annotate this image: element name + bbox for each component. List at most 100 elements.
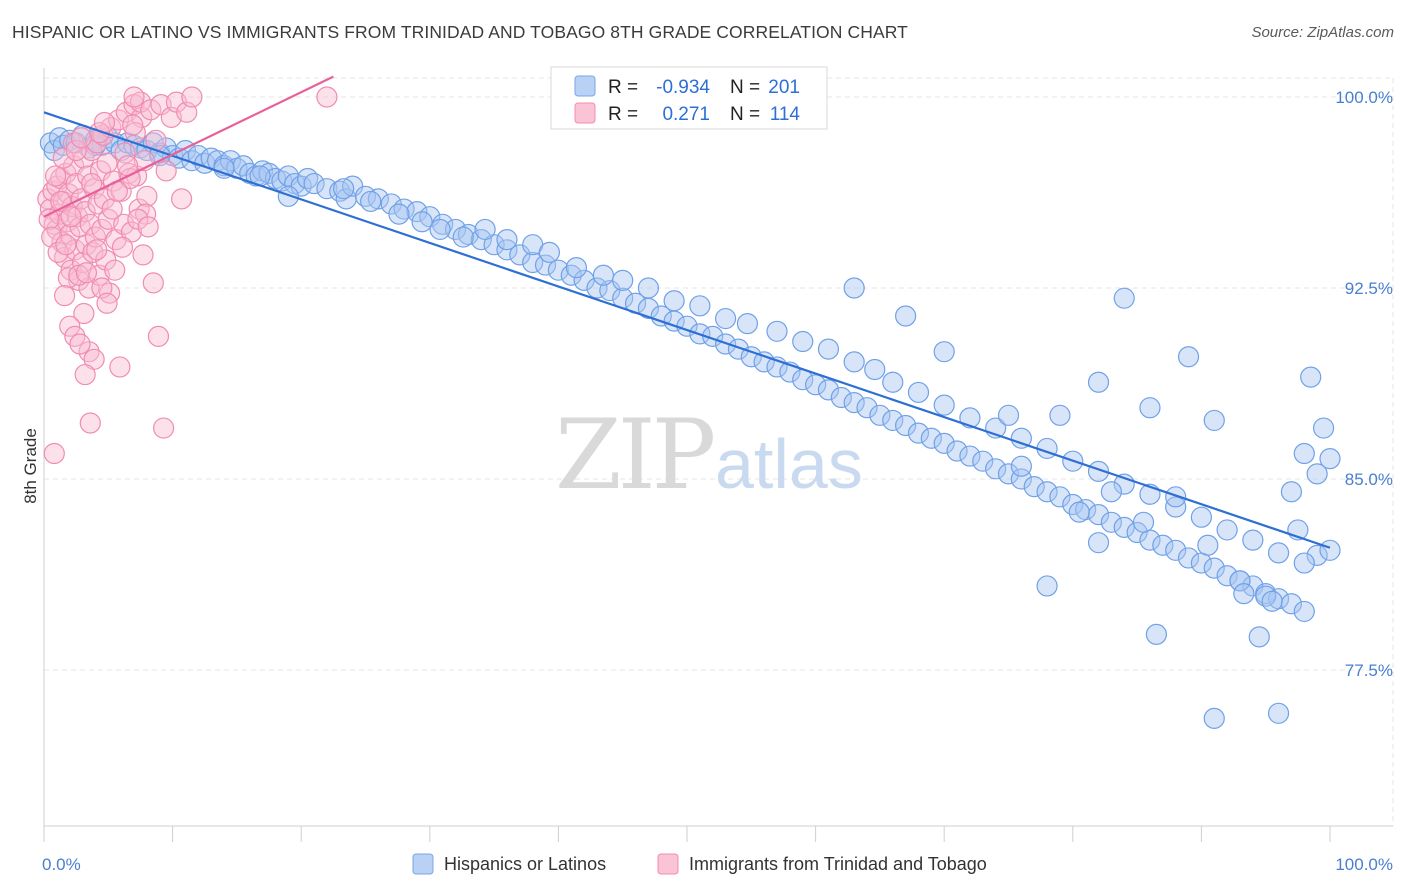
scatter-point: [1087, 371, 1110, 393]
scatter-point: [316, 86, 338, 108]
scatter-point: [1023, 476, 1045, 498]
scatter-point: [52, 147, 74, 169]
scatter-point: [101, 198, 123, 220]
series-hispanics-points: [39, 124, 1341, 729]
scatter-point: [1087, 532, 1110, 554]
scatter-point: [74, 201, 96, 223]
scatter-point: [155, 160, 177, 182]
scatter-point: [1306, 463, 1328, 485]
scatter-point: [150, 94, 172, 116]
stats-r-label-pink: R =: [608, 104, 638, 125]
scatter-point: [38, 208, 60, 230]
scatter-point: [804, 374, 827, 396]
scatter-point: [59, 315, 81, 337]
scatter-point: [406, 201, 428, 223]
scatter-point: [1216, 565, 1238, 587]
scatter-point: [817, 338, 840, 360]
stats-legend-box: R = -0.934 N = 201 R = 0.271 N = 114: [550, 66, 828, 130]
scatter-point: [997, 404, 1020, 426]
scatter-point: [68, 264, 90, 286]
scatter-point: [1087, 460, 1110, 482]
scatter-point: [882, 409, 904, 432]
scatter-point: [1049, 486, 1071, 508]
scatter-point: [316, 178, 338, 200]
scatter-point: [1306, 544, 1328, 567]
scatter-point: [181, 86, 203, 108]
scatter-point: [70, 127, 92, 149]
scatter-point: [1100, 511, 1122, 533]
scatter-point: [1139, 397, 1161, 419]
scatter-point: [1010, 468, 1032, 490]
grid: [44, 77, 1394, 826]
scatter-point: [152, 417, 175, 439]
scatter-point: [44, 165, 67, 187]
scatter-point: [73, 302, 95, 325]
scatter-point: [367, 188, 389, 210]
scatter-point: [736, 313, 759, 335]
scatter-point: [792, 330, 814, 353]
scatter-point: [972, 450, 994, 472]
scatter-point: [114, 142, 136, 164]
scatter-point: [547, 259, 570, 281]
scatter-point: [55, 234, 77, 256]
watermark: ZIP atlas: [555, 399, 863, 511]
scatter-point: [1100, 481, 1122, 503]
scatter-point: [1010, 455, 1032, 477]
scatter-point: [1190, 506, 1213, 528]
scatter-point: [474, 218, 496, 241]
scatter-point: [60, 206, 82, 228]
scatter-point: [1113, 287, 1135, 309]
scatter-point: [1248, 626, 1270, 648]
scatter-point: [104, 259, 126, 281]
scatter-point: [592, 264, 615, 286]
stats-n-label-blue: N =: [730, 77, 760, 98]
trend-lines: [43, 75, 1331, 549]
y-tick-label: 77.5%: [1345, 661, 1393, 680]
scatter-point: [864, 358, 886, 381]
scatter-point: [96, 292, 118, 314]
scatter-point: [1203, 409, 1225, 432]
bottom-legend: Hispanics or Latinos Immigrants from Tri…: [412, 853, 987, 875]
scatter-point: [74, 363, 96, 386]
scatter-point: [444, 218, 467, 241]
scatter-point: [113, 213, 135, 235]
scatter-point: [637, 277, 660, 299]
stats-r-value-blue: -0.934: [656, 77, 710, 98]
scatter-point: [47, 241, 69, 263]
legend-label-trinidad: Immigrants from Trinidad and Tobago: [689, 854, 987, 874]
scatter-point: [1165, 486, 1187, 508]
stats-swatch-pink: [574, 102, 596, 124]
scatter-point: [1293, 600, 1315, 623]
scatter-point: [895, 305, 917, 327]
scatter-point: [565, 257, 588, 279]
scatter-point: [388, 203, 410, 225]
scatter-point: [522, 251, 544, 274]
scatter-point: [727, 338, 750, 360]
y-tick-label: 85.0%: [1345, 470, 1393, 489]
scatter-point: [856, 397, 878, 419]
scatter-point: [303, 172, 325, 195]
scatter-point: [689, 295, 711, 317]
scatter-point: [843, 351, 865, 373]
scatter-point: [1293, 552, 1315, 574]
scatter-point: [137, 216, 159, 238]
scatter-point: [1319, 539, 1341, 561]
scatter-point: [86, 239, 108, 261]
scatter-point: [277, 185, 299, 207]
scatter-point: [1010, 427, 1032, 449]
stats-n-value-pink: 114: [770, 104, 801, 125]
stats-r-label-blue: R =: [608, 77, 638, 98]
y-tick-labels: 77.5% 85.0% 92.5% 100.0%: [1335, 88, 1393, 680]
scatter-point: [65, 139, 87, 162]
scatter-point: [1197, 534, 1219, 556]
scatter-point: [650, 305, 672, 327]
scatter-point: [1233, 582, 1255, 605]
scatter-point: [79, 412, 101, 434]
scatter-point: [1319, 448, 1341, 470]
scatter-point: [1068, 501, 1090, 523]
scatter-point: [766, 320, 788, 342]
scatter-point: [933, 432, 955, 454]
scatter-point: [959, 407, 981, 429]
scatter-point: [75, 262, 98, 284]
scatter-point: [1216, 519, 1238, 541]
